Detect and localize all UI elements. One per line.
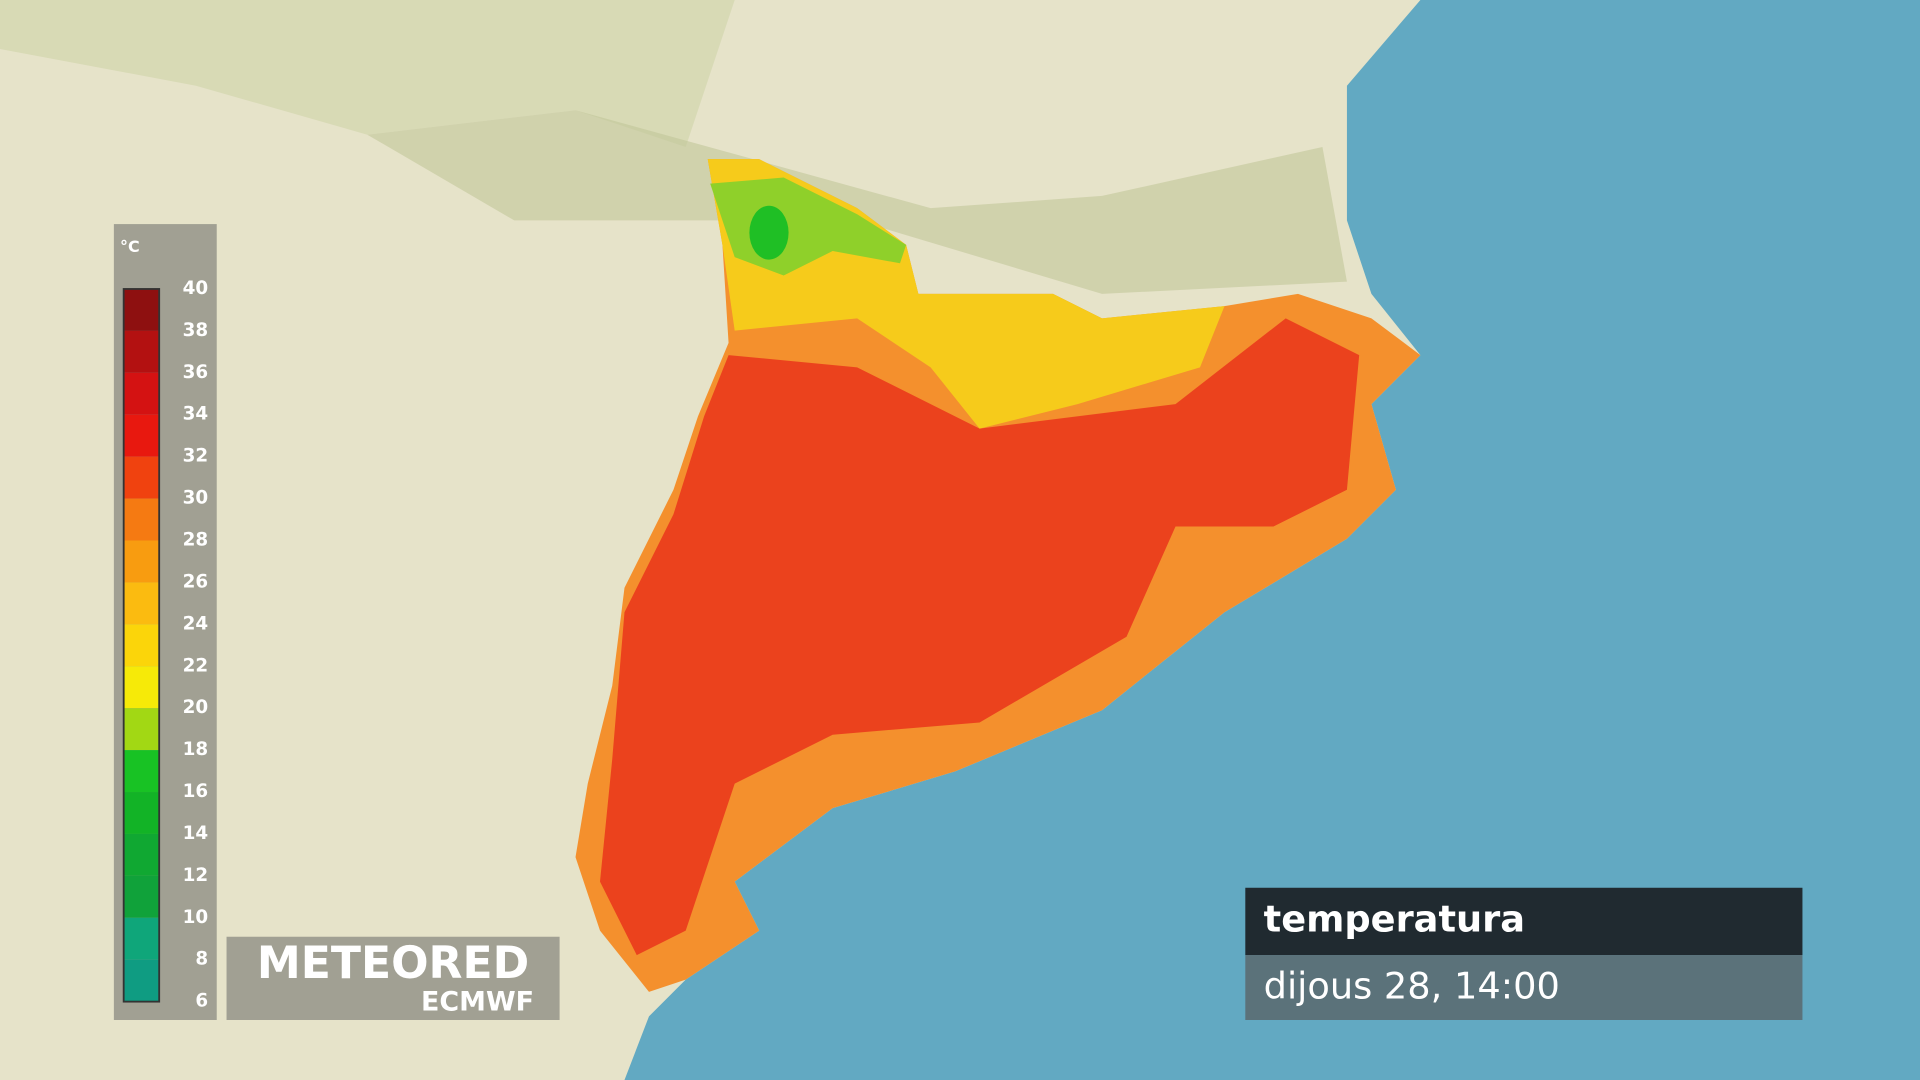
info-title-bg [1245, 887, 1803, 956]
legend-tick-label: 26 [183, 571, 209, 592]
legend-tick-label: 14 [183, 823, 209, 844]
cold-spot [749, 205, 789, 260]
sea [624, 0, 1920, 1080]
legend-swatch [123, 875, 160, 918]
hot-area [600, 318, 1360, 956]
logo-panel [226, 936, 560, 1020]
legend-tick-label: 24 [183, 613, 209, 634]
legend-tick-label: 20 [183, 697, 209, 718]
logo-source: ECMWF [421, 986, 534, 1017]
legend-tick-label: 32 [183, 446, 209, 467]
legend-swatch [123, 750, 160, 793]
legend-tick-label: 28 [183, 530, 209, 551]
mountains [0, 0, 735, 147]
legend-tick-label: 18 [183, 739, 209, 760]
legend-tick-label: 38 [183, 320, 209, 341]
legend-swatch [123, 624, 160, 667]
legend-swatch [123, 540, 160, 583]
info-time: dijous 28, 14:00 [1264, 965, 1560, 1008]
legend-tick-label: 36 [183, 362, 209, 383]
legend-tick-label: 8 [195, 949, 208, 970]
legend-tick-label: 12 [183, 865, 209, 886]
legend: °C 40 38 36 34 32 30 28 26 24 22 20 18 16 14 12 10 8 6 [113, 224, 217, 1020]
legend-swatch [123, 582, 160, 625]
legend-tick-label: 16 [183, 781, 209, 802]
legend-swatch [123, 288, 160, 331]
logo-brand: METEORED [257, 938, 529, 989]
legend-swatch [123, 330, 160, 373]
legend-bar-border [122, 288, 161, 1003]
info-box: temperatura dijous 28, 14:00 [1245, 887, 1803, 1020]
legend-swatch [123, 708, 160, 751]
logo: METEORED ECMWF [226, 936, 560, 1020]
legend-tick-label: 30 [183, 488, 209, 509]
legend-swatch [123, 833, 160, 876]
legend-swatch [123, 792, 160, 834]
legend-swatch [123, 414, 160, 457]
legend-swatch [123, 959, 160, 1002]
legend-swatch [123, 917, 160, 960]
legend-tick-label: 22 [183, 655, 209, 676]
info-title: temperatura [1264, 897, 1525, 940]
legend-tick-label: 6 [195, 991, 208, 1012]
legend-swatch [123, 498, 160, 541]
legend-unit: °C [120, 237, 140, 256]
legend-tick-label: 40 [183, 278, 209, 299]
legend-tick-label: 10 [183, 907, 209, 928]
info-time-bg [1245, 955, 1803, 1020]
legend-swatch [123, 666, 160, 709]
legend-tick-label: 34 [183, 404, 209, 425]
legend-swatch [123, 372, 160, 415]
pyrenees [367, 110, 1347, 294]
legend-swatch [123, 456, 160, 499]
